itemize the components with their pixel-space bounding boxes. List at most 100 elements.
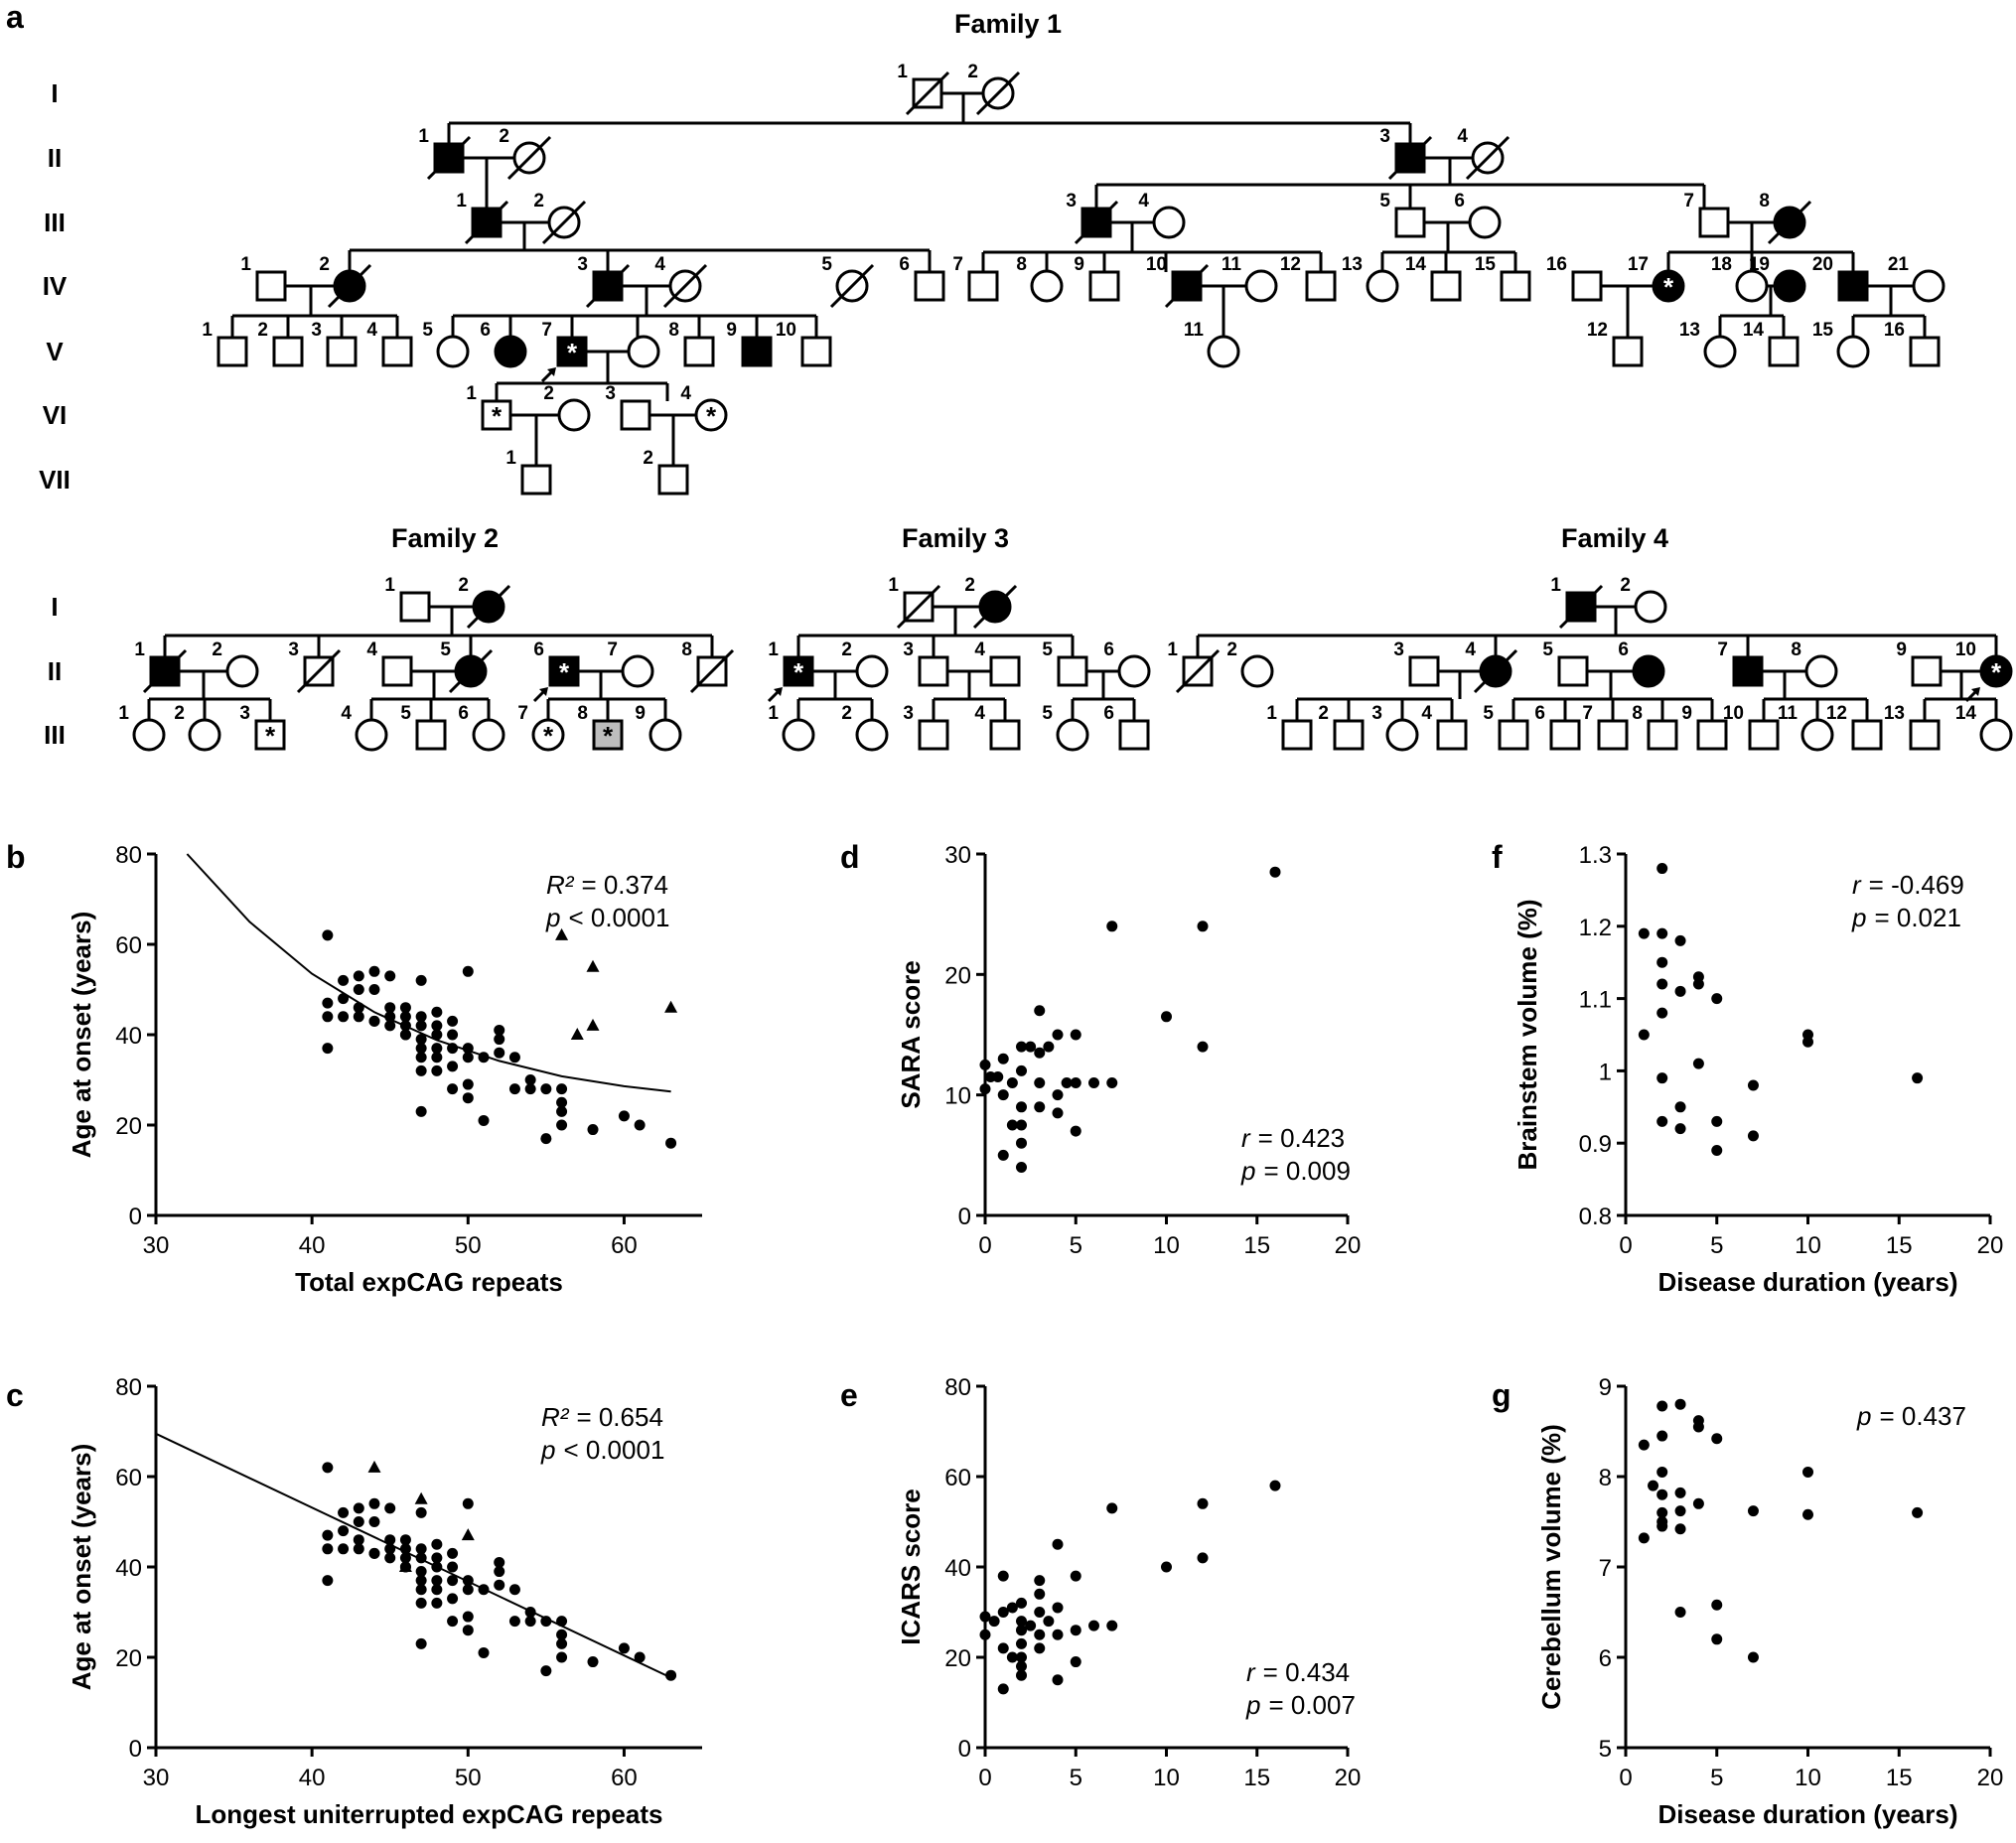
stat-p-value: p < 0.0001 (540, 1435, 664, 1465)
individual-number: 1 (202, 320, 213, 341)
x-tick-label: 10 (1153, 1765, 1180, 1791)
y-tick-label: 9 (1599, 1374, 1612, 1401)
panel-label-b: b (6, 839, 26, 875)
data-point (447, 1043, 459, 1055)
female-symbol (855, 718, 889, 752)
data-point (1674, 1123, 1686, 1135)
y-tick-label: 1.3 (1579, 842, 1612, 869)
data-point (322, 1043, 334, 1055)
male-symbol (1088, 270, 1120, 302)
individual-number: 2 (543, 383, 554, 404)
affected-male-symbol (783, 655, 814, 687)
individual-number: 6 (1618, 639, 1629, 660)
y-tick-label: 0.9 (1579, 1131, 1612, 1158)
data-point (353, 1002, 364, 1014)
data-point (540, 1616, 552, 1628)
individual-number: 14 (1743, 320, 1765, 341)
data-point (338, 1543, 350, 1555)
male-symbol (989, 719, 1021, 751)
data-point-triangle (414, 1491, 428, 1504)
individual-number: 1 (456, 191, 467, 212)
y-axis-title: Cerebellum volume (%) (1536, 1424, 1566, 1710)
data-point (384, 970, 396, 982)
proband-arrowhead (1971, 687, 1980, 696)
data-point (384, 1552, 396, 1564)
individual-number: 9 (1896, 639, 1907, 660)
x-tick-label: 0 (1619, 1232, 1632, 1259)
individual-number: 5 (1379, 191, 1390, 212)
stat-value: = 0.009 (1263, 1156, 1350, 1186)
deceased-slash (689, 648, 735, 694)
data-point (338, 1525, 350, 1537)
x-tick-label: 15 (1243, 1765, 1270, 1791)
data-point (447, 1547, 459, 1559)
examined-asterisk: * (543, 721, 554, 751)
individual-number: 8 (1016, 254, 1027, 275)
data-point (1043, 1616, 1055, 1628)
data-point (508, 1584, 520, 1596)
data-point (1711, 1144, 1723, 1156)
data-point (494, 1047, 505, 1059)
data-point (462, 965, 474, 977)
data-point (415, 974, 427, 986)
data-point (540, 1133, 552, 1145)
individual-number: 4 (1457, 126, 1468, 147)
individual-number: 3 (903, 639, 914, 660)
data-point (1106, 1077, 1118, 1089)
y-tick-label: 5 (1599, 1736, 1612, 1763)
data-point (1025, 1041, 1037, 1053)
data-point (431, 1052, 443, 1063)
individual-number: 13 (1342, 254, 1363, 275)
data-point (1269, 1480, 1281, 1491)
data-point (556, 1096, 568, 1108)
data-point (997, 1607, 1009, 1618)
individual-number: 2 (499, 126, 509, 147)
data-point (431, 1552, 443, 1564)
male-symbol (967, 270, 999, 302)
data-point (1034, 1077, 1046, 1089)
individual-number: 15 (1812, 320, 1834, 341)
stat-p-value: p = 0.009 (1240, 1156, 1351, 1186)
data-point (1638, 1029, 1650, 1041)
data-point-triangle (367, 1460, 381, 1473)
proband-arrowhead (539, 687, 548, 696)
deceased-slash (466, 584, 511, 630)
individual-number: 6 (533, 639, 544, 660)
data-point (1674, 985, 1686, 997)
stat-p-value: p < 0.0001 (545, 903, 669, 932)
data-point (338, 974, 350, 986)
individual-number: 1 (418, 126, 429, 147)
data-point (1656, 1115, 1668, 1127)
individual-number: 1 (1167, 639, 1178, 660)
male-symbol (1333, 719, 1365, 751)
female-symbol (1030, 269, 1064, 303)
data-point (1016, 1041, 1027, 1053)
data-point (1197, 1552, 1209, 1564)
data-point (997, 1570, 1009, 1582)
y-tick-label: 1 (1599, 1059, 1612, 1085)
stat-symbol: p (1240, 1156, 1255, 1186)
data-point (322, 1575, 334, 1587)
proband-arrowhead (547, 367, 556, 376)
stat-symbol: p (545, 903, 560, 932)
data-point (1656, 1072, 1668, 1084)
deceased-slash (896, 584, 941, 630)
data-point (431, 1597, 443, 1609)
female-symbol (531, 718, 565, 752)
data-point (384, 1543, 396, 1555)
data-point (1197, 1041, 1209, 1053)
individual-number: 21 (1888, 254, 1910, 275)
female-symbol (1385, 718, 1419, 752)
data-point (1638, 1532, 1650, 1544)
data-point (1747, 1079, 1759, 1091)
male-symbol (1698, 207, 1730, 238)
data-point (1016, 1669, 1027, 1681)
female-symbol (1735, 269, 1769, 303)
individual-number: 10 (1146, 254, 1167, 275)
stat-symbol: p (1856, 1401, 1871, 1431)
x-tick-label: 15 (1886, 1765, 1913, 1791)
deceased-slash (448, 648, 494, 694)
x-tick-label: 20 (1335, 1765, 1362, 1791)
stat-value: = 0.007 (1268, 1690, 1355, 1720)
y-tick-label: 20 (944, 1645, 971, 1672)
